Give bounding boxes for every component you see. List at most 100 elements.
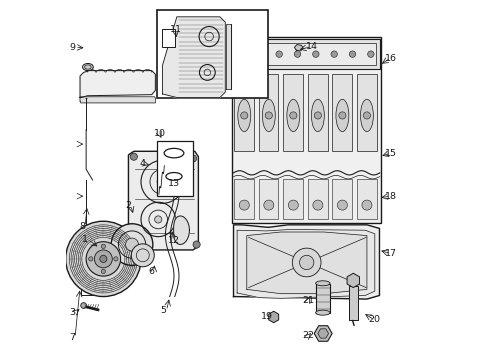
- Circle shape: [66, 221, 141, 297]
- Circle shape: [131, 244, 154, 267]
- Text: 5: 5: [161, 306, 167, 315]
- Ellipse shape: [262, 99, 275, 132]
- Bar: [316, 284, 330, 313]
- Circle shape: [313, 51, 319, 57]
- Bar: [283, 74, 303, 151]
- Ellipse shape: [82, 63, 93, 71]
- Circle shape: [155, 216, 162, 223]
- Bar: [332, 74, 352, 151]
- Bar: [283, 179, 303, 219]
- Ellipse shape: [238, 99, 251, 132]
- Ellipse shape: [316, 310, 330, 315]
- Circle shape: [264, 200, 274, 210]
- Bar: [234, 74, 254, 151]
- Circle shape: [239, 51, 245, 57]
- Text: 21: 21: [302, 296, 315, 305]
- Text: 2: 2: [125, 201, 131, 210]
- Text: 8: 8: [79, 222, 85, 231]
- Circle shape: [128, 239, 136, 246]
- Circle shape: [265, 112, 272, 119]
- Bar: [238, 43, 375, 65]
- Circle shape: [364, 112, 370, 119]
- Text: 10: 10: [153, 129, 166, 138]
- Ellipse shape: [287, 99, 300, 132]
- Polygon shape: [163, 17, 225, 98]
- Bar: [232, 37, 381, 223]
- Circle shape: [349, 51, 356, 57]
- Circle shape: [314, 112, 321, 119]
- Circle shape: [125, 238, 139, 251]
- Circle shape: [193, 241, 200, 248]
- Circle shape: [290, 112, 297, 119]
- Bar: [157, 10, 269, 98]
- Text: 17: 17: [385, 249, 397, 258]
- Circle shape: [81, 303, 87, 309]
- Text: 15: 15: [385, 149, 397, 158]
- Polygon shape: [173, 216, 190, 244]
- Circle shape: [114, 257, 118, 261]
- Text: 1: 1: [82, 235, 88, 244]
- Bar: [157, 140, 193, 196]
- Bar: [259, 74, 278, 151]
- Text: 9: 9: [69, 43, 75, 52]
- Circle shape: [241, 112, 248, 119]
- Ellipse shape: [336, 99, 349, 132]
- Circle shape: [299, 255, 314, 270]
- Bar: [234, 179, 254, 219]
- Text: 18: 18: [385, 192, 397, 201]
- Bar: [357, 179, 377, 219]
- Text: 3: 3: [69, 308, 75, 317]
- Circle shape: [239, 200, 249, 210]
- Circle shape: [111, 224, 153, 265]
- Circle shape: [258, 51, 264, 57]
- Polygon shape: [247, 232, 367, 294]
- Bar: [349, 286, 358, 320]
- Text: 7: 7: [69, 333, 75, 342]
- Text: 22: 22: [302, 332, 315, 341]
- Bar: [308, 74, 327, 151]
- Bar: [308, 179, 327, 219]
- Circle shape: [130, 153, 137, 160]
- Polygon shape: [128, 151, 198, 250]
- Text: 19: 19: [261, 312, 273, 321]
- Text: 4: 4: [139, 159, 145, 168]
- Text: 11: 11: [170, 25, 182, 34]
- Polygon shape: [226, 24, 231, 89]
- Bar: [162, 30, 175, 47]
- Text: 20: 20: [368, 315, 381, 324]
- Circle shape: [100, 255, 107, 262]
- Bar: [234, 40, 380, 69]
- Polygon shape: [237, 229, 375, 298]
- Circle shape: [338, 200, 347, 210]
- Text: 12: 12: [168, 237, 180, 246]
- Ellipse shape: [361, 99, 373, 132]
- Polygon shape: [294, 44, 303, 51]
- Text: 16: 16: [385, 54, 397, 63]
- Ellipse shape: [316, 281, 330, 286]
- Polygon shape: [80, 71, 155, 98]
- Circle shape: [95, 250, 112, 268]
- Circle shape: [276, 51, 282, 57]
- Circle shape: [339, 112, 346, 119]
- Ellipse shape: [312, 99, 324, 132]
- Circle shape: [362, 200, 372, 210]
- Circle shape: [190, 155, 196, 162]
- Text: 14: 14: [306, 42, 318, 51]
- Circle shape: [101, 244, 105, 248]
- Circle shape: [288, 200, 298, 210]
- Circle shape: [101, 269, 105, 274]
- Bar: [332, 179, 352, 219]
- Circle shape: [86, 242, 121, 276]
- Circle shape: [331, 51, 338, 57]
- Circle shape: [294, 51, 301, 57]
- Text: 13: 13: [168, 179, 180, 188]
- Bar: [357, 74, 377, 151]
- Text: 6: 6: [148, 267, 154, 276]
- Bar: [259, 179, 278, 219]
- Circle shape: [293, 248, 321, 277]
- Circle shape: [313, 200, 323, 210]
- Polygon shape: [80, 97, 155, 103]
- Circle shape: [157, 176, 168, 187]
- Circle shape: [368, 51, 374, 57]
- Circle shape: [89, 257, 93, 261]
